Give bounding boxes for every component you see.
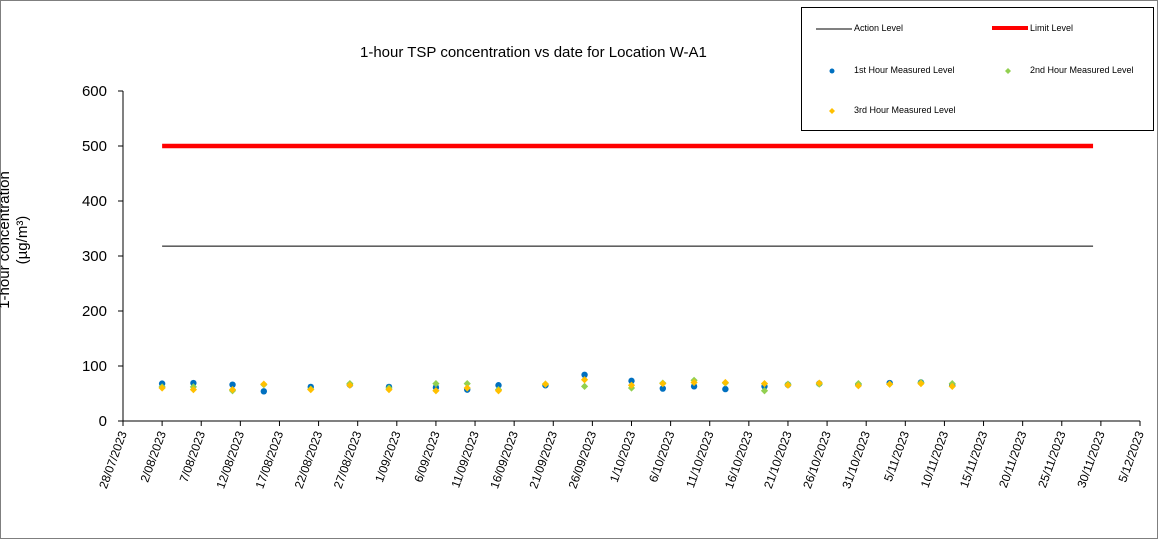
series3-point [659,380,667,388]
y-tick-label: 500 [82,138,107,155]
legend-limit-level: Limit Level [1030,23,1074,33]
x-tick-label: 11/09/2023 [448,429,482,490]
series1-point [229,381,236,388]
x-tick-label: 1/09/2023 [372,429,404,484]
series3-point [760,380,769,388]
series3-point [917,380,925,388]
series1-point [581,371,588,378]
legend-limit-level-symbol [992,26,1028,30]
series3-point [228,386,237,394]
x-tick-label: 10/11/2023 [918,429,952,490]
y-tick-label: 0 [99,413,107,430]
series3-point [721,378,729,387]
series3-point [307,386,315,394]
series1-point [628,377,635,385]
series3-point [948,382,956,390]
x-tick-label: 31/10/2023 [839,429,873,491]
y-tick-label: 400 [82,193,107,210]
x-tick-label: 30/11/2023 [1074,429,1108,490]
series3-point [463,384,471,392]
chart-title: 1-hour TSP concentration vs date for Loc… [360,44,707,61]
series3-point [385,386,393,394]
x-tick-label: 25/11/2023 [1035,429,1069,490]
series3-point [784,381,792,389]
x-tick-label: 27/08/2023 [331,429,365,491]
series3-point [158,384,166,392]
series3-point [260,380,268,388]
x-tick-label: 26/09/2023 [566,429,600,491]
series1-point [190,379,197,387]
legend-series2: 2nd Hour Measured Level [1030,65,1134,75]
x-tick-label: 11/10/2023 [683,429,717,490]
x-tick-label: 22/08/2023 [292,429,326,491]
y-tick-label: 100 [82,358,107,375]
x-tick-label: 6/09/2023 [411,429,443,484]
series3-point [346,381,354,389]
legend-series2-symbol [1005,68,1011,74]
x-tick-label: 5/11/2023 [881,429,912,483]
legend-series1: 1st Hour Measured Level [854,65,955,75]
series3-point [580,376,589,384]
x-tick-label: 21/10/2023 [761,429,795,491]
y-tick-label: 200 [82,303,107,320]
series2-point [580,382,589,390]
x-tick-label: 7/08/2023 [177,429,209,484]
series3-point [886,380,894,388]
x-tick-label: 26/10/2023 [800,429,834,491]
x-tick-label: 28/07/2023 [96,429,130,491]
series3-point [627,381,636,389]
x-tick-label: 1/10/2023 [607,429,639,484]
x-tick-label: 21/09/2023 [526,429,560,491]
x-tick-label: 17/08/2023 [253,429,287,491]
series3-point [854,382,862,390]
series1-point [690,383,698,390]
series1-point [495,382,502,389]
series3-point [815,379,823,387]
x-tick-label: 6/10/2023 [646,429,678,484]
legend-series3: 3rd Hour Measured Level [854,105,956,115]
series1-point [659,385,666,392]
x-tick-label: 5/12/2023 [1115,429,1147,484]
series1-point [260,388,268,395]
legend-series1-symbol [829,68,835,74]
x-tick-label: 16/09/2023 [487,429,521,491]
series3-point [541,380,550,388]
x-tick-label: 16/10/2023 [722,429,756,491]
x-tick-label: 12/08/2023 [213,429,247,491]
y-tick-label: 300 [82,248,107,265]
x-tick-label: 2/08/2023 [138,429,170,484]
series1-point [722,385,729,393]
legend-series3-symbol [829,108,835,114]
series2-point [463,380,471,388]
series3-point [432,387,440,395]
y-tick-label: 600 [82,83,107,100]
series2-point [432,380,440,388]
series2-point [760,387,769,395]
x-tick-label: 15/11/2023 [957,429,991,490]
legend-action-level-symbol [816,28,852,30]
series3-point [189,386,198,394]
series3-point [494,387,503,395]
series3-point [690,378,698,387]
legend: Action Level Limit Level 1st Hour Measur… [801,7,1154,131]
x-tick-label: 20/11/2023 [996,429,1030,490]
legend-action-level: Action Level [854,23,904,33]
